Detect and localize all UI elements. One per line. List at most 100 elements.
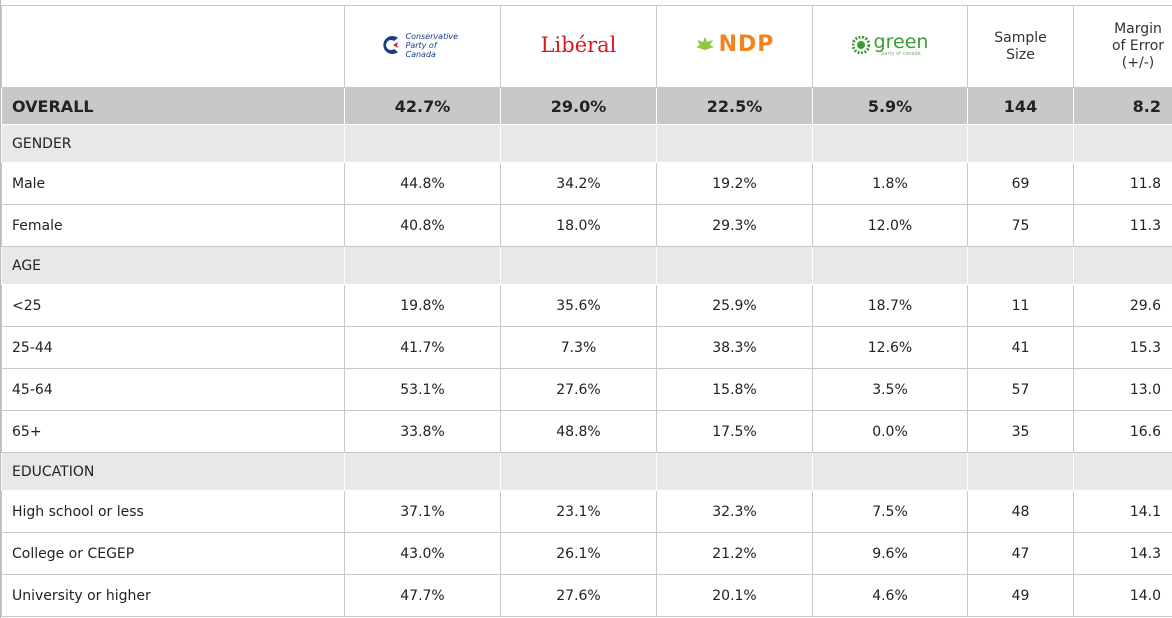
- cell: 15.3: [1073, 326, 1172, 369]
- group-cell: [1073, 246, 1172, 285]
- cell: 5.9%: [812, 87, 968, 125]
- group-cell: [500, 124, 657, 163]
- cell: 11: [967, 284, 1074, 327]
- cell: 3.5%: [812, 368, 968, 411]
- group-title: AGE: [1, 246, 345, 285]
- cell: 27.6%: [500, 574, 657, 617]
- cell: 14.3: [1073, 532, 1172, 575]
- group-cell: [656, 124, 813, 163]
- header-row: Conservative Party of Canada Libéral NDP…: [1, 5, 1172, 88]
- cell: 42.7%: [344, 87, 501, 125]
- group-cell: [1073, 452, 1172, 491]
- ndp-logo: NDP: [695, 31, 775, 57]
- party-header: green party of canada: [812, 5, 968, 88]
- group-cell: [344, 452, 501, 491]
- cell: 16.6: [1073, 410, 1172, 453]
- row-row: College or CEGEP 43.0% 26.1% 21.2% 9.6% 47 14.…: [1, 532, 1172, 575]
- cell: 41.7%: [344, 326, 501, 369]
- row-row: 25-44 41.7% 7.3% 38.3% 12.6% 41 15.3: [1, 326, 1172, 369]
- group-cell: [344, 124, 501, 163]
- group-cell: [1073, 124, 1172, 163]
- green-name: green party of canada: [874, 32, 929, 57]
- group-cell: [500, 452, 657, 491]
- cell: 7.5%: [812, 490, 968, 533]
- cell: 4.6%: [812, 574, 968, 617]
- row-label: College or CEGEP: [1, 532, 345, 575]
- party-header: Libéral: [500, 5, 657, 88]
- stat-header: Sample Size: [967, 5, 1074, 88]
- cell: 47: [967, 532, 1074, 575]
- cell: 48.8%: [500, 410, 657, 453]
- row-row: <25 19.8% 35.6% 25.9% 18.7% 11 29.6: [1, 284, 1172, 327]
- group-row: GENDER: [1, 124, 1172, 163]
- sample-size-label: Sample Size: [994, 29, 1047, 63]
- cell: 1.8%: [812, 162, 968, 205]
- group-cell: [812, 124, 968, 163]
- overall-row: OVERALL 42.7% 29.0% 22.5% 5.9% 144 8.2: [1, 87, 1172, 125]
- row-row: Male 44.8% 34.2% 19.2% 1.8% 69 11.8: [1, 162, 1172, 205]
- row-row: High school or less 37.1% 23.1% 32.3% 7.5% 48…: [1, 490, 1172, 533]
- cell: 48: [967, 490, 1074, 533]
- cell: 8.2: [1073, 87, 1172, 125]
- row-label: OVERALL: [1, 87, 345, 125]
- group-title: EDUCATION: [1, 452, 345, 491]
- cell: 75: [967, 204, 1074, 247]
- green-logo: green party of canada: [851, 32, 929, 57]
- cell: 23.1%: [500, 490, 657, 533]
- cell: 13.0: [1073, 368, 1172, 411]
- cell: 9.6%: [812, 532, 968, 575]
- cell: 29.3%: [656, 204, 813, 247]
- cell: 15.8%: [656, 368, 813, 411]
- green-sub: party of canada: [881, 50, 921, 57]
- cpc-icon: [382, 36, 398, 55]
- row-label: Male: [1, 162, 345, 205]
- row-label: University or higher: [1, 574, 345, 617]
- cell: 47.7%: [344, 574, 501, 617]
- poll-table: Conservative Party of Canada Libéral NDP…: [1, 5, 1172, 617]
- stat-header: Margin of Error (+/-): [1073, 5, 1172, 88]
- cell: 41: [967, 326, 1074, 369]
- row-label: Female: [1, 204, 345, 247]
- cell: 21.2%: [656, 532, 813, 575]
- cell: 53.1%: [344, 368, 501, 411]
- row-row: 65+ 33.8% 48.8% 17.5% 0.0% 35 16.6: [1, 410, 1172, 453]
- row-label: 45-64: [1, 368, 345, 411]
- cell: 0.0%: [812, 410, 968, 453]
- group-cell: [656, 452, 813, 491]
- group-title: GENDER: [1, 124, 345, 163]
- cell: 40.8%: [344, 204, 501, 247]
- cell: 18.7%: [812, 284, 968, 327]
- cell: 33.8%: [344, 410, 501, 453]
- group-row: EDUCATION: [1, 452, 1172, 491]
- cell: 14.1: [1073, 490, 1172, 533]
- cell: 11.8: [1073, 162, 1172, 205]
- ndp-name: NDP: [718, 31, 775, 57]
- group-cell: [812, 246, 968, 285]
- cell: 12.6%: [812, 326, 968, 369]
- cell: 35.6%: [500, 284, 657, 327]
- cell: 144: [967, 87, 1074, 125]
- cell: 20.1%: [656, 574, 813, 617]
- row-label: 25-44: [1, 326, 345, 369]
- cell: 38.3%: [656, 326, 813, 369]
- cell: 17.5%: [656, 410, 813, 453]
- cell: 29.6: [1073, 284, 1172, 327]
- cell: 19.2%: [656, 162, 813, 205]
- group-cell: [656, 246, 813, 285]
- group-row: AGE: [1, 246, 1172, 285]
- cell: 12.0%: [812, 204, 968, 247]
- party-header: Conservative Party of Canada: [344, 5, 501, 88]
- row-row: 45-64 53.1% 27.6% 15.8% 3.5% 57 13.0: [1, 368, 1172, 411]
- row-label: 65+: [1, 410, 345, 453]
- cell: 22.5%: [656, 87, 813, 125]
- cell: 57: [967, 368, 1074, 411]
- cell: 34.2%: [500, 162, 657, 205]
- cell: 19.8%: [344, 284, 501, 327]
- cell: 69: [967, 162, 1074, 205]
- green-flower: [851, 36, 870, 55]
- group-cell: [967, 124, 1074, 163]
- corner-cell: [1, 5, 345, 88]
- cell: 37.1%: [344, 490, 501, 533]
- cell: 49: [967, 574, 1074, 617]
